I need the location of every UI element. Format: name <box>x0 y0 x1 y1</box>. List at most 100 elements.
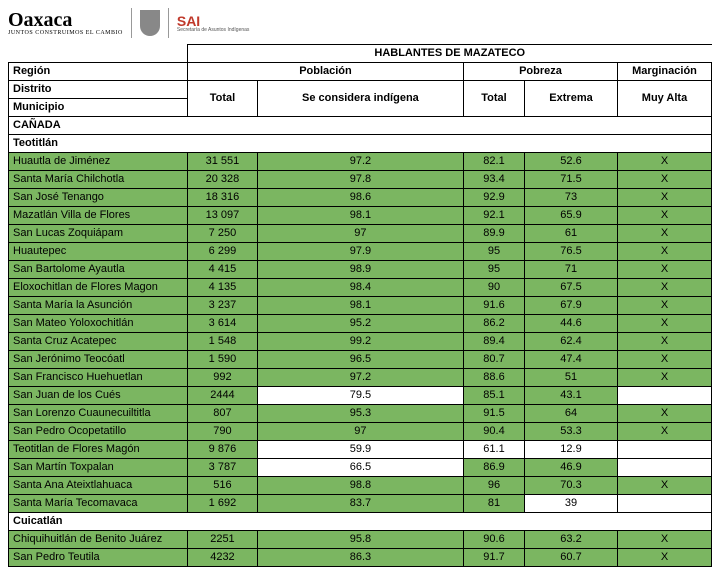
cell-municipio: Santa Cruz Acatepec <box>9 333 188 351</box>
section-header: CAÑADA <box>9 117 712 135</box>
logo-sai-sub: Secretaría de Asuntos Indígenas <box>177 28 250 33</box>
col-poblacion: Población <box>188 63 464 81</box>
cell-pobreza-extrema: 43.1 <box>525 387 618 405</box>
cell-considera: 97.2 <box>257 153 463 171</box>
cell-pobreza-total: 96 <box>463 477 524 495</box>
cell-marginacion: X <box>618 351 712 369</box>
cell-municipio: Huautla de Jiménez <box>9 153 188 171</box>
logo-oaxaca-sub: JUNTOS CONSTRUIMOS EL CAMBIO <box>8 30 123 36</box>
cell-pobreza-extrema: 71.5 <box>525 171 618 189</box>
cell-marginacion: X <box>618 243 712 261</box>
cell-considera: 98.1 <box>257 297 463 315</box>
cell-total: 992 <box>188 369 258 387</box>
cell-pobreza-total: 95 <box>463 243 524 261</box>
cell-pobreza-extrema: 52.6 <box>525 153 618 171</box>
cell-considera: 97 <box>257 423 463 441</box>
cell-pobreza-total: 86.9 <box>463 459 524 477</box>
cell-total: 1 548 <box>188 333 258 351</box>
cell-marginacion: X <box>618 153 712 171</box>
cell-pobreza-total: 82.1 <box>463 153 524 171</box>
cell-considera: 97.8 <box>257 171 463 189</box>
logo-bar: Oaxaca JUNTOS CONSTRUIMOS EL CAMBIO SAI … <box>8 8 712 38</box>
cell-pobreza-total: 91.6 <box>463 297 524 315</box>
cell-pobreza-total: 61.1 <box>463 441 524 459</box>
cell-marginacion: X <box>618 207 712 225</box>
cell-total: 3 787 <box>188 459 258 477</box>
cell-municipio: Santa María la Asunción <box>9 297 188 315</box>
cell-marginacion <box>618 441 712 459</box>
cell-municipio: San Pedro Teutila <box>9 549 188 567</box>
logo-sai: SAI Secretaría de Asuntos Indígenas <box>177 14 250 33</box>
cell-pobreza-total: 81 <box>463 495 524 513</box>
cell-total: 13 097 <box>188 207 258 225</box>
cell-municipio: Santa María Chilchotla <box>9 171 188 189</box>
cell-considera: 99.2 <box>257 333 463 351</box>
cell-municipio: San Bartolome Ayautla <box>9 261 188 279</box>
cell-pobreza-extrema: 51 <box>525 369 618 387</box>
cell-pobreza-extrema: 39 <box>525 495 618 513</box>
cell-pobreza-extrema: 76.5 <box>525 243 618 261</box>
col-distrito: Distrito <box>9 81 188 99</box>
cell-marginacion <box>618 495 712 513</box>
cell-pobreza-extrema: 60.7 <box>525 549 618 567</box>
cell-considera: 98.8 <box>257 477 463 495</box>
cell-municipio: San Martín Toxpalan <box>9 459 188 477</box>
cell-pobreza-total: 91.5 <box>463 405 524 423</box>
cell-pobreza-extrema: 61 <box>525 225 618 243</box>
cell-municipio: San Lorenzo Cuaunecuiltitla <box>9 405 188 423</box>
cell-marginacion: X <box>618 333 712 351</box>
cell-marginacion: X <box>618 297 712 315</box>
cell-considera: 79.5 <box>257 387 463 405</box>
cell-pobreza-total: 85.1 <box>463 387 524 405</box>
cell-considera: 83.7 <box>257 495 463 513</box>
cell-municipio: San Jerónimo Teocóatl <box>9 351 188 369</box>
cell-pobreza-total: 80.7 <box>463 351 524 369</box>
subsection-header: Cuicatlán <box>9 513 712 531</box>
cell-pobreza-total: 90.4 <box>463 423 524 441</box>
cell-marginacion <box>618 387 712 405</box>
cell-considera: 96.5 <box>257 351 463 369</box>
cell-municipio: Santa Ana Ateixtlahuaca <box>9 477 188 495</box>
cell-municipio: San Francisco Huehuetlan <box>9 369 188 387</box>
cell-considera: 66.5 <box>257 459 463 477</box>
cell-municipio: San Lucas Zoquiápam <box>9 225 188 243</box>
cell-pobreza-extrema: 47.4 <box>525 351 618 369</box>
cell-pobreza-extrema: 70.3 <box>525 477 618 495</box>
cell-municipio: San Juan de los Cués <box>9 387 188 405</box>
cell-total: 4 135 <box>188 279 258 297</box>
cell-total: 3 614 <box>188 315 258 333</box>
col-total1: Total <box>188 81 258 117</box>
cell-pobreza-extrema: 67.9 <box>525 297 618 315</box>
col-total2: Total <box>463 81 524 117</box>
cell-total: 4232 <box>188 549 258 567</box>
cell-pobreza-extrema: 53.3 <box>525 423 618 441</box>
cell-pobreza-total: 95 <box>463 261 524 279</box>
cell-pobreza-extrema: 73 <box>525 189 618 207</box>
cell-pobreza-extrema: 67.5 <box>525 279 618 297</box>
cell-marginacion: X <box>618 189 712 207</box>
cell-considera: 98.1 <box>257 207 463 225</box>
cell-total: 18 316 <box>188 189 258 207</box>
col-considera: Se considera indígena <box>257 81 463 117</box>
cell-marginacion: X <box>618 171 712 189</box>
cell-municipio: Eloxochitlan de Flores Magon <box>9 279 188 297</box>
logo-oaxaca-text: Oaxaca <box>8 9 72 31</box>
cell-marginacion: X <box>618 261 712 279</box>
cell-considera: 98.4 <box>257 279 463 297</box>
cell-marginacion: X <box>618 477 712 495</box>
table-title: HABLANTES DE MAZATECO <box>188 45 712 63</box>
cell-total: 31 551 <box>188 153 258 171</box>
logo-separator <box>131 8 132 38</box>
cell-total: 4 415 <box>188 261 258 279</box>
col-extrema: Extrema <box>525 81 618 117</box>
cell-pobreza-extrema: 65.9 <box>525 207 618 225</box>
cell-marginacion: X <box>618 315 712 333</box>
cell-total: 9 876 <box>188 441 258 459</box>
cell-marginacion: X <box>618 279 712 297</box>
data-table: HABLANTES DE MAZATECO Región Población P… <box>8 44 712 567</box>
cell-municipio: Mazatlán Villa de Flores <box>9 207 188 225</box>
cell-municipio: Santa María Tecomavaca <box>9 495 188 513</box>
cell-total: 1 590 <box>188 351 258 369</box>
cell-considera: 86.3 <box>257 549 463 567</box>
cell-municipio: San Pedro Ocopetatillo <box>9 423 188 441</box>
